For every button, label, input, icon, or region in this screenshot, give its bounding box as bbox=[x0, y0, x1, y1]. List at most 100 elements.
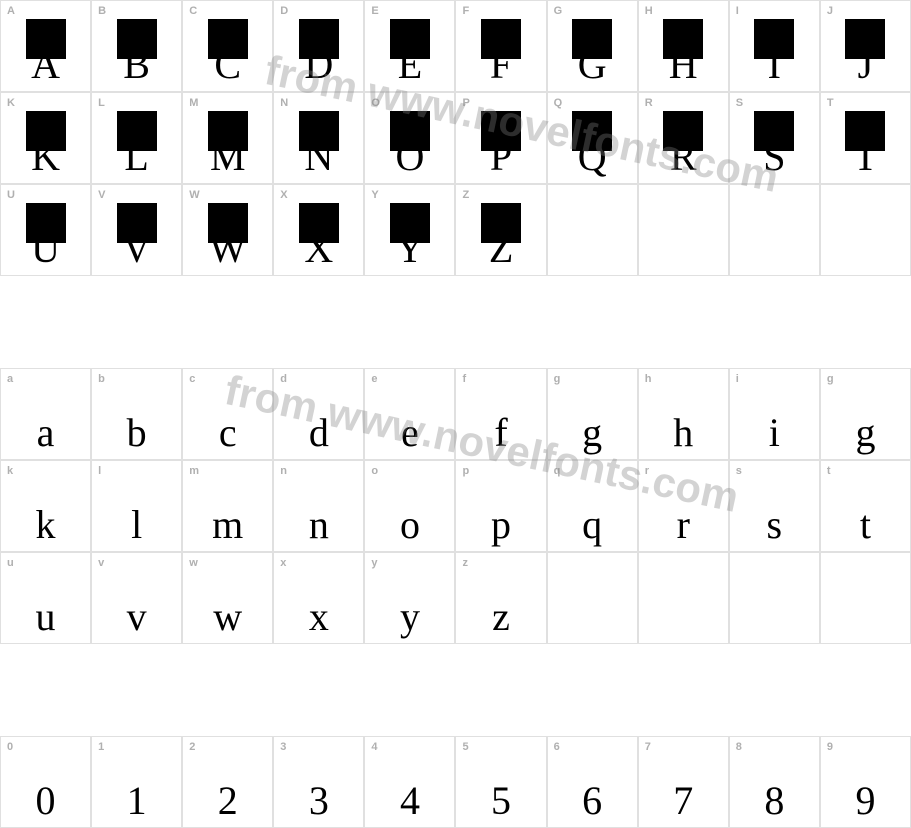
glyph-wrap: W bbox=[183, 205, 272, 269]
key-label: q bbox=[554, 465, 561, 477]
glyph-wrap: q bbox=[548, 481, 637, 545]
glyph-cell: gg bbox=[547, 368, 638, 460]
glyph-wrap: Z bbox=[456, 205, 545, 269]
glyph-cell: YY bbox=[364, 184, 455, 276]
glyph: H bbox=[669, 45, 698, 85]
glyph: m bbox=[212, 505, 243, 545]
glyph-wrap: i bbox=[730, 389, 819, 453]
glyph-cell: aa bbox=[0, 368, 91, 460]
glyph-cell-empty bbox=[820, 184, 911, 276]
glyph-wrap: R bbox=[639, 113, 728, 177]
key-label: g bbox=[827, 373, 834, 385]
glyph-wrap: k bbox=[1, 481, 90, 545]
key-label: O bbox=[371, 97, 380, 109]
glyph-wrap: n bbox=[274, 481, 363, 545]
key-label: D bbox=[280, 5, 288, 17]
glyph-cell: JJ bbox=[820, 0, 911, 92]
glyph: i bbox=[769, 413, 780, 453]
key-label: v bbox=[98, 557, 104, 569]
key-label: e bbox=[371, 373, 377, 385]
glyph: t bbox=[860, 505, 871, 545]
glyph-cell: HH bbox=[638, 0, 729, 92]
glyph: S bbox=[763, 137, 785, 177]
section-gap bbox=[0, 276, 911, 288]
key-label: I bbox=[736, 5, 739, 17]
glyph: K bbox=[31, 137, 60, 177]
key-label: c bbox=[189, 373, 195, 385]
glyph-wrap: Q bbox=[548, 113, 637, 177]
glyph-wrap: x bbox=[274, 573, 363, 637]
glyph-wrap: 7 bbox=[639, 757, 728, 821]
glyph: X bbox=[304, 229, 333, 269]
glyph: 0 bbox=[36, 781, 56, 821]
key-label: H bbox=[645, 5, 653, 17]
key-label: 2 bbox=[189, 741, 195, 753]
glyph: a bbox=[37, 413, 55, 453]
glyph-wrap: f bbox=[456, 389, 545, 453]
glyph: W bbox=[209, 229, 247, 269]
key-label: 4 bbox=[371, 741, 377, 753]
glyph: I bbox=[768, 45, 781, 85]
glyph: G bbox=[578, 45, 607, 85]
glyph-wrap: 9 bbox=[821, 757, 910, 821]
key-label: 8 bbox=[736, 741, 742, 753]
glyph: s bbox=[767, 505, 783, 545]
glyph-wrap: b bbox=[92, 389, 181, 453]
key-label: V bbox=[98, 189, 105, 201]
key-label: K bbox=[7, 97, 15, 109]
glyph-cell: qq bbox=[547, 460, 638, 552]
glyph-cell: BB bbox=[91, 0, 182, 92]
glyph-wrap: e bbox=[365, 389, 454, 453]
glyph-wrap: c bbox=[183, 389, 272, 453]
glyph-cell: nn bbox=[273, 460, 364, 552]
glyph-wrap: L bbox=[92, 113, 181, 177]
glyph-cell: GG bbox=[547, 0, 638, 92]
key-label: R bbox=[645, 97, 653, 109]
glyph-cell: ff bbox=[455, 368, 546, 460]
key-label: 0 bbox=[7, 741, 13, 753]
glyph: C bbox=[214, 45, 241, 85]
key-label: Z bbox=[462, 189, 469, 201]
glyph-wrap: 3 bbox=[274, 757, 363, 821]
glyph-cell: pp bbox=[455, 460, 546, 552]
glyph-cell: TT bbox=[820, 92, 911, 184]
glyph-cell: SS bbox=[729, 92, 820, 184]
glyph: Z bbox=[489, 229, 513, 269]
glyph: f bbox=[494, 413, 507, 453]
glyph-cell: vv bbox=[91, 552, 182, 644]
glyph-wrap: K bbox=[1, 113, 90, 177]
glyph-wrap: d bbox=[274, 389, 363, 453]
key-label: r bbox=[645, 465, 649, 477]
key-label: b bbox=[98, 373, 105, 385]
key-label: z bbox=[462, 557, 468, 569]
glyph-wrap: C bbox=[183, 21, 272, 85]
glyph-cell: VV bbox=[91, 184, 182, 276]
glyph-wrap: M bbox=[183, 113, 272, 177]
glyph-wrap: T bbox=[821, 113, 910, 177]
glyph: J bbox=[858, 45, 874, 85]
key-label: u bbox=[7, 557, 14, 569]
key-label: k bbox=[7, 465, 13, 477]
key-label: J bbox=[827, 5, 833, 17]
key-label: y bbox=[371, 557, 377, 569]
glyph-cell: 33 bbox=[273, 736, 364, 828]
key-label: G bbox=[554, 5, 563, 17]
key-label: d bbox=[280, 373, 287, 385]
key-label: f bbox=[462, 373, 466, 385]
key-label: o bbox=[371, 465, 378, 477]
glyph-cell: 44 bbox=[364, 736, 455, 828]
glyph-wrap: I bbox=[730, 21, 819, 85]
glyph-cell: LL bbox=[91, 92, 182, 184]
glyph-cell: 11 bbox=[91, 736, 182, 828]
glyph-wrap: o bbox=[365, 481, 454, 545]
glyph-wrap: F bbox=[456, 21, 545, 85]
key-label: p bbox=[462, 465, 469, 477]
glyph-wrap: l bbox=[92, 481, 181, 545]
glyph-cell: FF bbox=[455, 0, 546, 92]
glyph: Y bbox=[395, 229, 424, 269]
glyph: b bbox=[127, 413, 147, 453]
glyph: O bbox=[395, 137, 424, 177]
key-label: x bbox=[280, 557, 286, 569]
glyph-wrap: N bbox=[274, 113, 363, 177]
key-label: 6 bbox=[554, 741, 560, 753]
